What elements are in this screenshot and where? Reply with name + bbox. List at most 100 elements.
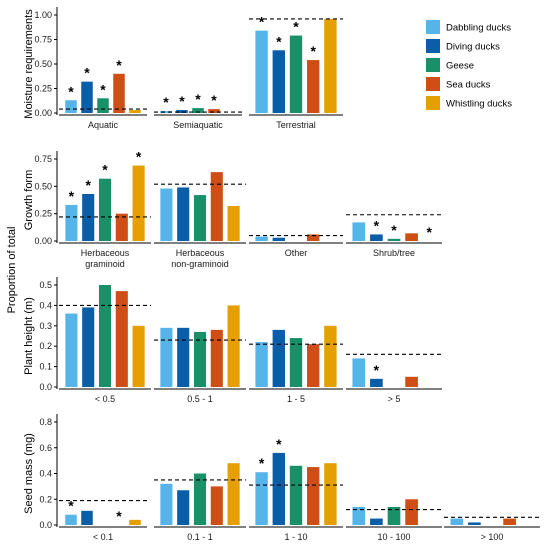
category-label: 10 - 100 [377,532,410,542]
significance-star: * [259,455,265,471]
bar [115,291,128,387]
y-tick-label: 1.00 [34,10,52,20]
category-label: Terrestrial [276,120,316,130]
group: 0.5 - 1 [154,305,246,404]
bar [81,510,93,525]
bar [177,327,190,387]
legend-label: Whistling ducks [446,99,512,110]
category-label: Aquatic [88,120,119,130]
significance-star: * [310,43,316,59]
bar [193,331,207,387]
bar [352,222,366,241]
bar [65,313,78,387]
bar [255,30,268,113]
category-label: > 5 [388,394,401,404]
category-label: 0.1 - 1 [187,532,213,542]
bar [65,514,77,525]
bar [210,486,223,525]
y-tick-label: 0.50 [34,59,52,69]
bar [98,285,112,387]
legend-swatch [426,20,440,34]
significance-star: * [69,188,75,204]
bar [255,472,268,525]
bar [387,238,401,241]
significance-star: * [68,498,74,514]
panel-y-label: Plant height (m) [23,297,35,375]
bar [352,358,366,387]
y-tick-label: 0.3 [39,321,52,331]
bar [177,490,190,525]
y-tick-label: 0.0 [39,520,52,530]
y-tick-label: 0.2 [39,494,52,504]
bar [65,204,78,241]
significance-star: * [163,94,169,110]
y-tick-label: 0.1 [39,362,52,372]
category-label: < 0.5 [95,394,115,404]
bar [82,307,95,387]
category-label: Semiaquatic [173,120,223,130]
category-label: Shrub/tree [373,248,415,258]
bar [177,187,190,241]
category-label: Other [285,248,308,258]
legend-swatch [426,58,440,72]
significance-star: * [195,91,201,107]
group: 10 - 100 [346,499,442,542]
bar [129,110,141,113]
group: > 100 [444,516,540,542]
bar [289,338,303,387]
y-tick-label: 0.8 [39,417,52,427]
bar [65,100,77,113]
group: * * 1 - 10 [249,436,343,542]
bar [468,522,481,525]
group: Other [249,234,343,258]
panel-y-label: Seed mass (mg) [23,433,35,514]
y-tick-label: 0.00 [34,236,52,246]
significance-star: * [259,14,265,30]
bar [160,483,173,525]
bar [160,111,172,113]
panel-3: 0.0 0.1 0.2 0.3 0.4 0.5 Plant height (m) < 0.5 0… [23,277,442,404]
bar [81,81,93,113]
bar [370,518,383,525]
legend-label: Geese [446,61,474,72]
bar [97,98,109,113]
bar [405,376,418,387]
bar [307,467,320,525]
group: Herbaceous non-graminoid [154,172,246,269]
bar [324,18,337,114]
legend-swatch [426,77,440,91]
y-tick-label: 0.4 [39,469,52,479]
group: * * * Shrub/tree [346,214,442,258]
bar [193,195,207,241]
bar [115,213,128,241]
group: < 0.5 [59,285,151,404]
significance-star: * [85,177,91,193]
significance-star: * [211,92,217,108]
legend-label: Sea ducks [446,80,491,91]
category-label: Herbaceous graminoid [81,248,130,269]
bar [160,188,173,241]
bar [98,178,112,241]
bar [272,237,285,241]
bar [255,342,268,387]
significance-star: * [374,362,380,378]
bar [352,506,366,525]
significance-star: * [116,508,122,524]
group: * * * * Herbaceous graminoid [59,149,151,269]
bar [370,378,383,387]
significance-star: * [136,149,142,165]
category-label: > 100 [481,532,504,542]
bar [227,463,240,525]
significance-star: * [391,222,397,238]
significance-star: * [374,217,380,233]
legend-label: Diving ducks [446,42,500,53]
bar [272,329,285,387]
y-tick-label: 0.25 [34,84,52,94]
group: * > 5 [346,353,442,404]
y-tick-label: 0.5 [39,280,52,290]
bar [160,327,173,387]
bar [324,463,337,525]
